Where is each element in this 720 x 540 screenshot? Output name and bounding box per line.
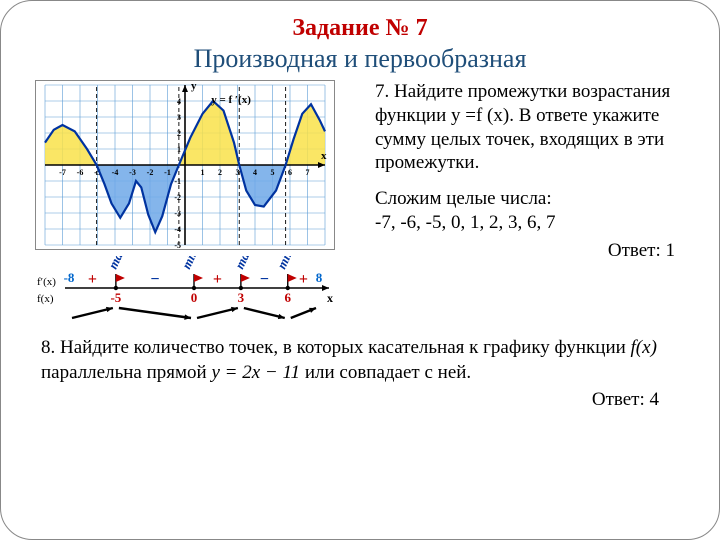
- svg-text:6: 6: [285, 290, 292, 305]
- svg-text:x: x: [321, 150, 327, 162]
- svg-text:-8: -8: [64, 270, 75, 285]
- svg-text:−: −: [150, 271, 159, 288]
- svg-text:7: 7: [306, 168, 310, 177]
- svg-text:y = f ′(x): y = f ′(x): [211, 94, 251, 106]
- sign-line: max min max min f′(x) f(x) x -8 8 -5 0 3 6 + − + − +: [35, 256, 345, 326]
- svg-text:-3: -3: [129, 168, 136, 177]
- svg-text:y: y: [191, 80, 197, 92]
- svg-text:5: 5: [271, 168, 275, 177]
- sum-values: -7, -6, -5, 0, 1, 2, 3, 6, 7: [375, 211, 685, 235]
- q8-mid: параллельна прямой: [41, 362, 211, 383]
- subtitle: Производная и первообразная: [1, 44, 719, 74]
- svg-text:max: max: [105, 256, 129, 271]
- chart-box: -7-6-5-4-3-2-11234567-5-4-3-2-11234yxy =…: [35, 80, 335, 250]
- content-row: -7-6-5-4-3-2-11234567-5-4-3-2-11234yxy =…: [1, 74, 719, 326]
- svg-text:−: −: [260, 271, 269, 288]
- svg-text:-7: -7: [59, 168, 66, 177]
- svg-text:-4: -4: [174, 225, 181, 234]
- svg-text:f(x): f(x): [37, 293, 54, 305]
- svg-text:-2: -2: [174, 193, 181, 202]
- derivative-chart: -7-6-5-4-3-2-11234567-5-4-3-2-11234yxy =…: [35, 80, 335, 250]
- svg-text:x: x: [327, 291, 333, 305]
- svg-text:+: +: [299, 271, 308, 288]
- svg-text:1: 1: [201, 168, 205, 177]
- question-7-text: 7. Найдите промежутки возрастания функци…: [375, 80, 685, 175]
- svg-text:2: 2: [218, 168, 222, 177]
- svg-text:8: 8: [316, 270, 323, 285]
- svg-text:-2: -2: [147, 168, 154, 177]
- chart-column: -7-6-5-4-3-2-11234567-5-4-3-2-11234yxy =…: [35, 80, 365, 326]
- svg-text:-5: -5: [110, 290, 121, 305]
- slide: Задание № 7 Производная и первообразная …: [0, 0, 720, 540]
- signline-box: max min max min f′(x) f(x) x -8 8 -5 0 3 6 + − + − +: [35, 256, 345, 326]
- svg-text:-5: -5: [174, 241, 181, 250]
- svg-text:min: min: [178, 256, 200, 271]
- answer-7: Ответ: 1: [375, 239, 685, 263]
- q8-before: 8. Найдите количество точек, в которых к…: [41, 337, 631, 358]
- sum-label: Сложим целые числа:: [375, 187, 685, 211]
- svg-text:+: +: [213, 271, 222, 288]
- q8-eq: y = 2x − 11: [211, 362, 300, 383]
- svg-text:f′(x): f′(x): [37, 276, 56, 288]
- svg-text:max: max: [232, 256, 256, 271]
- svg-text:-4: -4: [112, 168, 119, 177]
- svg-text:-3: -3: [174, 209, 181, 218]
- text-column: 7. Найдите промежутки возрастания функци…: [365, 80, 685, 326]
- svg-text:3: 3: [238, 290, 245, 305]
- task-number: Задание № 7: [1, 15, 719, 42]
- svg-text:-1: -1: [164, 168, 171, 177]
- q8-fx: f(x): [631, 337, 657, 358]
- svg-text:-6: -6: [77, 168, 84, 177]
- svg-text:+: +: [88, 271, 97, 288]
- svg-text:min: min: [274, 256, 296, 271]
- svg-text:-1: -1: [174, 177, 181, 186]
- q8-after: или совпадает с ней.: [300, 362, 471, 383]
- svg-text:6: 6: [288, 168, 292, 177]
- svg-text:0: 0: [191, 290, 198, 305]
- svg-text:4: 4: [253, 168, 257, 177]
- answer-8: Ответ: 4: [1, 389, 719, 411]
- question-8-text: 8. Найдите количество точек, в которых к…: [1, 326, 719, 385]
